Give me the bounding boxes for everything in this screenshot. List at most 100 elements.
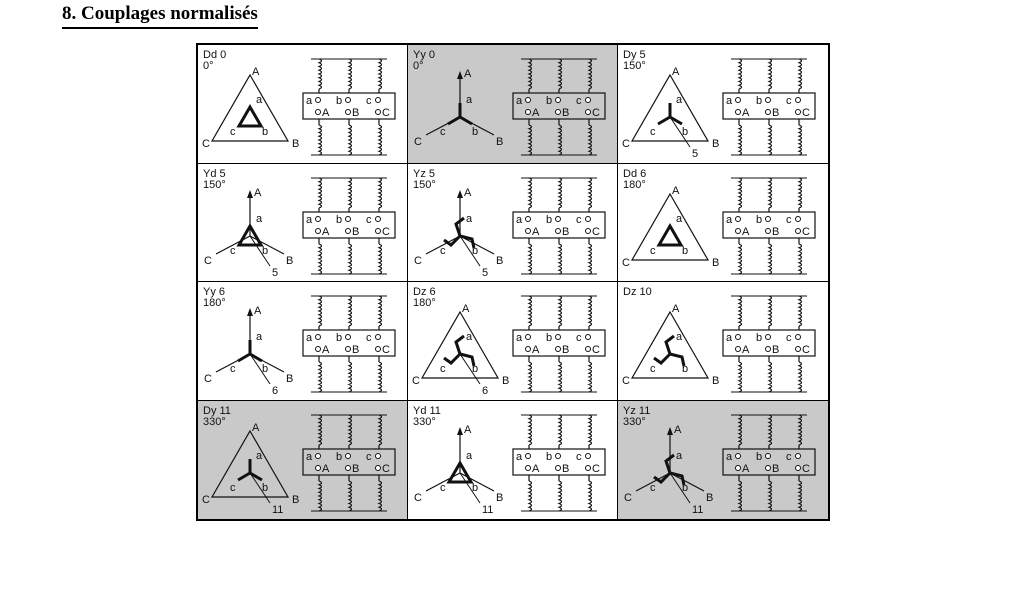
secondary-coil <box>317 176 323 209</box>
phase-label-b: b <box>682 126 688 138</box>
secondary-star <box>657 103 683 126</box>
terminal-label-primary: B <box>562 463 569 475</box>
clock-label: 11 <box>272 504 283 516</box>
phase-label-B: B <box>286 255 293 267</box>
terminal-label-secondary: b <box>336 214 342 226</box>
phasor-diagram: A B Ca b c 6 <box>412 303 509 397</box>
phase-label-c: c <box>440 126 446 138</box>
terminal-primary <box>765 227 771 234</box>
phase-label-b: b <box>262 126 268 138</box>
terminal-label-primary: B <box>352 463 359 475</box>
terminal-label-secondary: b <box>336 451 342 463</box>
terminal-label-secondary: c <box>366 95 372 107</box>
primary-coil <box>557 479 563 512</box>
terminal-primary <box>375 227 381 234</box>
terminal-label-secondary: b <box>546 451 552 463</box>
terminal-label-primary: A <box>532 226 540 238</box>
terminal-label-primary: C <box>802 344 810 356</box>
coupling-code: Yy 0 <box>413 49 436 61</box>
terminal-label-primary: A <box>742 463 750 475</box>
terminal-primary <box>585 227 591 234</box>
phasor-diagram: A B Ca b c 5 <box>622 66 719 160</box>
terminal-primary <box>315 464 321 471</box>
coupling-code: Yd 5 <box>203 167 226 180</box>
terminal-secondary <box>375 97 381 103</box>
phasor-diagram: A B Ca b c 11 <box>202 422 299 516</box>
phase-label-a: a <box>676 331 683 343</box>
clock-arrow <box>459 235 481 266</box>
phase-label-C: C <box>414 255 422 267</box>
terminal-label-secondary: a <box>306 95 313 107</box>
bus-lines <box>731 414 807 511</box>
secondary-coil <box>737 58 743 90</box>
secondary-coil <box>767 58 773 90</box>
secondary-delta <box>656 222 684 246</box>
secondary-coil <box>347 58 353 90</box>
terminal-label-secondary: c <box>576 214 582 226</box>
primary-delta <box>630 73 710 142</box>
primary-coil <box>377 361 383 393</box>
primary-coil <box>587 361 593 393</box>
phase-label-C: C <box>412 375 420 387</box>
primary-coil <box>377 479 383 512</box>
primary-star-B <box>249 234 285 255</box>
bus-lines <box>521 414 597 511</box>
terminal-label-primary: B <box>772 344 779 356</box>
terminal-label-secondary: c <box>786 332 792 344</box>
arrow-head <box>247 308 253 316</box>
terminal-secondary <box>315 97 321 103</box>
primary-delta <box>210 73 290 142</box>
terminal-label-primary: B <box>352 226 359 238</box>
primary-coil <box>347 479 353 512</box>
secondary-coil <box>317 58 323 90</box>
primary-coil <box>317 124 323 156</box>
secondary-coil <box>377 58 383 90</box>
terminal-label-primary: C <box>382 107 390 119</box>
phase-angle: 0° <box>203 60 214 72</box>
terminal-secondary <box>345 334 351 340</box>
terminal-label-primary: C <box>592 463 600 475</box>
primary-coil <box>317 479 323 512</box>
terminal-secondary <box>555 452 561 459</box>
terminal-secondary <box>555 334 561 340</box>
terminal-primary <box>525 464 531 471</box>
clock-label: 5 <box>272 267 278 279</box>
clock-arrow <box>459 472 481 503</box>
coupling-code: Dz 10 <box>623 286 652 298</box>
phase-label-A: A <box>462 303 470 315</box>
terminal-label-primary: A <box>742 344 750 356</box>
terminal-label-secondary: c <box>366 451 372 463</box>
terminal-label-secondary: a <box>726 214 733 226</box>
phase-label-b: b <box>472 126 478 138</box>
terminal-primary <box>765 464 771 471</box>
terminal-secondary <box>585 452 591 459</box>
secondary-coil <box>347 413 353 446</box>
secondary-star <box>237 340 263 363</box>
secondary-coil <box>737 176 743 209</box>
primary-coil <box>317 361 323 393</box>
terminal-primary <box>345 109 351 115</box>
primary-coil <box>347 242 353 275</box>
arrow-head <box>457 71 463 79</box>
phase-label-b: b <box>682 363 688 375</box>
phase-label-c: c <box>650 482 656 494</box>
phase-label-c: c <box>230 363 236 375</box>
terminal-label-primary: A <box>532 107 540 119</box>
terminal-primary <box>315 227 321 234</box>
phasor-diagram: A B Ca b c <box>202 66 299 150</box>
terminal-label-secondary: b <box>546 332 552 344</box>
phasor-diagram: A B Ca b c 11 <box>624 424 713 516</box>
primary-coil <box>377 242 383 275</box>
